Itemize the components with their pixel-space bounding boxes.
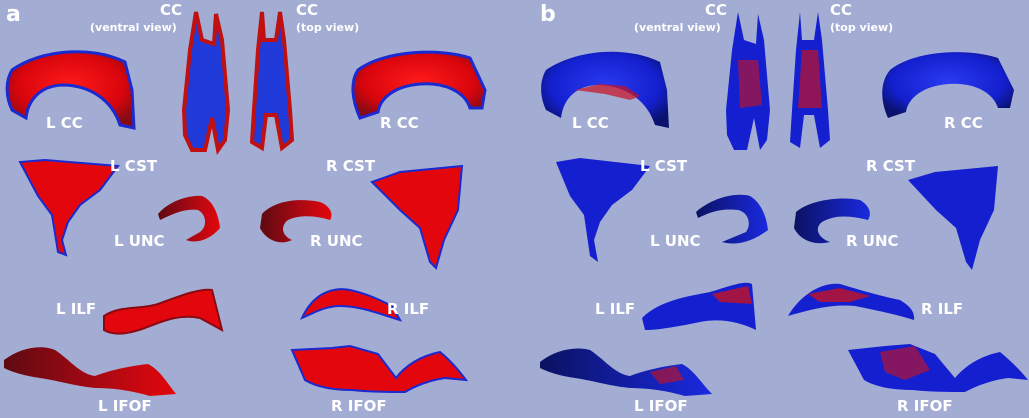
panel-b-r-ifof-label: R IFOF bbox=[897, 397, 953, 415]
panel-a-l-unc-surface bbox=[158, 195, 220, 242]
panel-a-l-cst-label: L CST bbox=[110, 157, 158, 175]
panel-a-cc-top-caption: (top view) bbox=[296, 21, 360, 34]
panel-a-l-ifof-label: L IFOF bbox=[98, 397, 152, 415]
panel-b-r-unc-label: R UNC bbox=[846, 232, 899, 250]
panel-b-cc-top-caption: (top view) bbox=[830, 21, 894, 34]
panel-a-l-cc-label: L CC bbox=[46, 114, 83, 132]
panel-a-r-ifof-label: R IFOF bbox=[331, 397, 387, 415]
panel-a-cc-ventral-title: CC bbox=[160, 1, 183, 19]
panel-a-r-cst-label: R CST bbox=[326, 157, 376, 175]
panel-b-surfaces bbox=[540, 12, 1028, 396]
panel-a-l-unc-label: L UNC bbox=[114, 232, 165, 250]
panel-a-cc-top-surface bbox=[249, 11, 295, 152]
panel-a-l-ilf-label: L ILF bbox=[56, 300, 97, 318]
panel-b-cc-top-hotspot bbox=[798, 50, 822, 108]
panel-b-l-ifof-label: L IFOF bbox=[634, 397, 688, 415]
panel-a-l-ifof-surface bbox=[4, 347, 176, 396]
panel-b-l-cc-hotspot bbox=[575, 84, 640, 100]
panel-a-r-ifof-surface bbox=[290, 344, 469, 394]
panel-b-r-cst-surface bbox=[908, 166, 998, 270]
panel-a-cc-ventral-surface bbox=[181, 11, 231, 156]
panel-b-l-cc-surface bbox=[541, 51, 669, 129]
panel-b-r-ifof-surface bbox=[848, 344, 1028, 392]
panel-b-r-unc-surface bbox=[794, 198, 870, 244]
panel-b-letter: b bbox=[540, 2, 556, 27]
panel-b-r-ilf-label: R ILF bbox=[921, 300, 964, 318]
panel-a-l-ilf-surface bbox=[103, 288, 224, 335]
panel-b-r-ilf-surface bbox=[788, 283, 915, 320]
panel-a-cc-ventral-caption: (ventral view) bbox=[90, 21, 177, 34]
panel-a-r-cc-surface bbox=[351, 50, 487, 120]
panel-b-r-ifof-hotspot bbox=[880, 346, 930, 380]
panel-a-r-ilf-surface bbox=[300, 288, 403, 322]
panel-a-l-cc-surface bbox=[5, 50, 136, 130]
panel-a-r-cst-surface bbox=[370, 164, 464, 270]
panel-a-r-unc-surface bbox=[260, 200, 332, 243]
panel-b-cc-ventral-hotspot bbox=[738, 60, 762, 108]
panel-b-l-cst-surface bbox=[556, 158, 650, 262]
panel-b-l-ilf-label: L ILF bbox=[595, 300, 636, 318]
panel-a-surfaces bbox=[4, 11, 487, 396]
panel-b-l-cc-label: L CC bbox=[572, 114, 609, 132]
panel-b-l-ifof-hotspot bbox=[650, 366, 684, 384]
panel-b-l-cst-label: L CST bbox=[640, 157, 688, 175]
panel-b-cc-ventral-title: CC bbox=[705, 1, 728, 19]
panel-b-l-unc-surface bbox=[696, 194, 768, 244]
panel-b-r-cc-surface bbox=[882, 52, 1014, 118]
panel-b-cc-top-title: CC bbox=[830, 1, 853, 19]
panel-b-r-cst-label: R CST bbox=[866, 157, 916, 175]
panel-b-r-cc-label: R CC bbox=[944, 114, 983, 132]
panel-a-r-cc-label: R CC bbox=[380, 114, 419, 132]
panel-b-l-ilf-hotspot bbox=[712, 286, 752, 304]
panel-b-r-ilf-hotspot bbox=[808, 288, 870, 302]
panel-a-r-ilf-label: R ILF bbox=[387, 300, 430, 318]
panel-a-cc-top-title: CC bbox=[296, 1, 319, 19]
panel-a-letter: a bbox=[6, 2, 21, 27]
panel-a-l-cst-surface bbox=[18, 158, 120, 257]
panel-b-l-ifof-surface bbox=[540, 348, 712, 396]
panel-b-l-unc-label: L UNC bbox=[650, 232, 701, 250]
panel-a-r-unc-label: R UNC bbox=[310, 232, 363, 250]
panel-b-cc-ventral-caption: (ventral view) bbox=[634, 21, 721, 34]
